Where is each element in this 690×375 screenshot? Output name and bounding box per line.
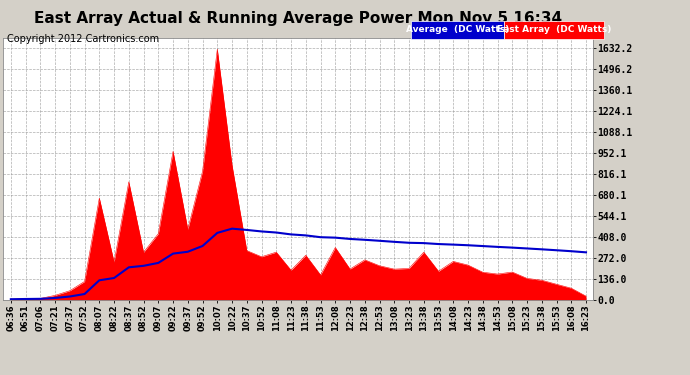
Text: Average  (DC Watts): Average (DC Watts) [406, 25, 509, 34]
Text: East Array Actual & Running Average Power Mon Nov 5 16:34: East Array Actual & Running Average Powe… [34, 11, 562, 26]
Text: East Array  (DC Watts): East Array (DC Watts) [497, 25, 611, 34]
Text: Copyright 2012 Cartronics.com: Copyright 2012 Cartronics.com [7, 34, 159, 44]
